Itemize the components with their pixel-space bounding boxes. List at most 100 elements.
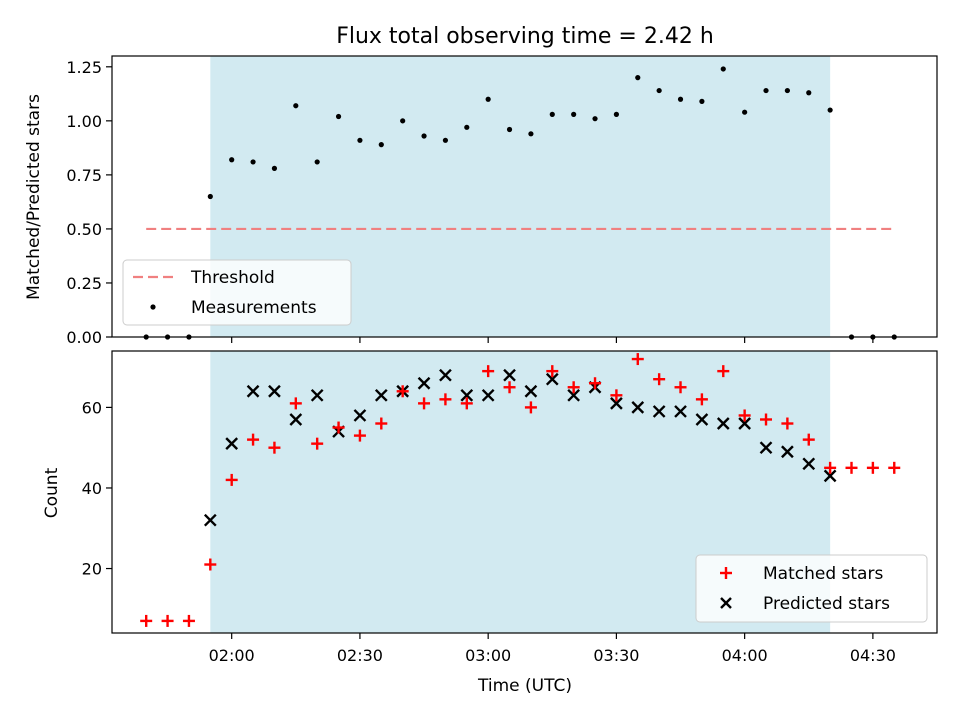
legend-matched-swatch (720, 567, 732, 579)
matched-star-point (375, 417, 388, 430)
predicted-star-point (823, 469, 837, 483)
top-x-ticks (231, 337, 874, 343)
matched-star-point (567, 381, 580, 394)
x-tick-label: 04:30 (850, 646, 896, 665)
measurement-point (635, 75, 641, 81)
measurement-point (720, 66, 726, 72)
predicted-star-point (374, 388, 388, 402)
x-tick-label: 02:30 (337, 646, 383, 665)
x-tick-label: 03:30 (593, 646, 639, 665)
measurement-point (613, 111, 620, 117)
measurement-point (528, 131, 534, 137)
measurement-point (656, 87, 662, 94)
predicted-star-point (439, 368, 452, 382)
matched-star-point (396, 385, 409, 398)
predicted-star-point (524, 384, 538, 398)
predicted-star-point (268, 384, 281, 398)
measurement-point (250, 159, 256, 165)
measurement-point (271, 165, 278, 171)
matched-star-point (225, 473, 238, 486)
legend-matched-label: Matched stars (763, 564, 883, 584)
predicted-star-point (695, 413, 709, 426)
matched-star-point (781, 417, 794, 430)
matched-star-point (460, 397, 473, 410)
matched-star-point (824, 461, 837, 474)
predicted-star-point (503, 368, 516, 382)
predicted-star-point (781, 445, 794, 459)
predicted-star-point (759, 441, 773, 455)
predicted-star-point (674, 405, 687, 418)
bottom-legend-box (695, 554, 928, 623)
bottom-y-tick-label: 60 (82, 398, 102, 417)
bottom-y-tick-label: 20 (82, 560, 102, 579)
matched-star-point (845, 461, 858, 474)
matched-star-point (524, 401, 537, 414)
predicted-star-point (652, 405, 666, 418)
matched-star-point (161, 614, 174, 627)
x-axis-label: Time (UTC) (477, 676, 572, 696)
bottom-axes-frame (111, 350, 938, 634)
bottom-y-axis-label: Count (42, 467, 62, 518)
predicted-star-point (203, 513, 217, 527)
measurement-point (293, 103, 299, 109)
predicted-star-point (225, 437, 239, 451)
predicted-star-point (246, 384, 260, 398)
measurement-point (229, 157, 235, 163)
measurement-point (699, 98, 705, 104)
measurement-point (485, 96, 491, 102)
predicted-star-point (716, 417, 730, 430)
measurement-point (464, 124, 470, 130)
matched-star-point (247, 433, 260, 446)
matched-star-point (289, 397, 302, 410)
matched-star-point (589, 377, 602, 390)
measurement-point (506, 126, 513, 133)
matched-star-point (546, 365, 559, 378)
matched-star-point (695, 393, 708, 406)
matched-star-point (482, 365, 495, 378)
matched-star-point (760, 413, 773, 426)
bottom-y-tick-label: 40 (82, 479, 102, 498)
matched-star-point (888, 461, 901, 474)
legend-measurements-swatch (150, 304, 156, 310)
matched-star-point (631, 353, 644, 366)
matched-star-point (204, 558, 217, 571)
top-panel: 0.00 0.25 0.50 0.75 1.00 1.25 Matched/Predict… (24, 55, 938, 347)
measurement-point (677, 96, 684, 102)
top-y-tick-label: 0.00 (66, 328, 102, 347)
x-tick-label: 03:00 (465, 646, 511, 665)
measurement-point (314, 159, 320, 165)
matched-star-point (439, 393, 452, 406)
bottom-legend: Matched stars Predicted stars (695, 554, 928, 623)
measurement-point (442, 137, 449, 143)
measurement-point (742, 109, 748, 115)
bottom-x-ticks: 02:00 02:30 03:00 03:30 04:00 04:30 (209, 633, 896, 665)
predicted-star-point (545, 372, 559, 386)
measurement-point (827, 107, 833, 113)
measurement-point (806, 90, 812, 96)
measurement-point (421, 133, 427, 139)
top-y-tick-label: 0.50 (66, 220, 102, 239)
legend-predicted-label: Predicted stars (763, 594, 890, 614)
bottom-panel: 20 40 60 02:00 02:30 03:00 03:30 04:00 04:30 Co… (42, 350, 938, 696)
predicted-star-point (631, 401, 645, 414)
predicted-star-point (567, 388, 581, 402)
x-tick-label: 04:00 (722, 646, 768, 665)
predicted-star-point (610, 397, 623, 410)
chart-title: Flux total observing time = 2.42 h (336, 24, 714, 49)
top-y-tick-label: 0.25 (66, 274, 102, 293)
matched-star-point (738, 409, 751, 422)
legend-threshold-label: Threshold (190, 268, 275, 288)
top-legend: Threshold Measurements (122, 259, 352, 326)
top-legend-box (122, 259, 352, 326)
measurement-point (335, 113, 342, 120)
top-y-ticks: 0.00 0.25 0.50 0.75 1.00 1.25 (66, 58, 112, 347)
measurement-points (143, 66, 897, 340)
matched-star-point (866, 461, 879, 474)
matched-star-point (311, 437, 324, 450)
predicted-star-point (802, 457, 816, 471)
measurement-point (571, 111, 577, 117)
top-y-tick-label: 1.25 (66, 58, 102, 77)
matched-stars-points (140, 353, 901, 627)
predicted-star-point (481, 388, 495, 402)
